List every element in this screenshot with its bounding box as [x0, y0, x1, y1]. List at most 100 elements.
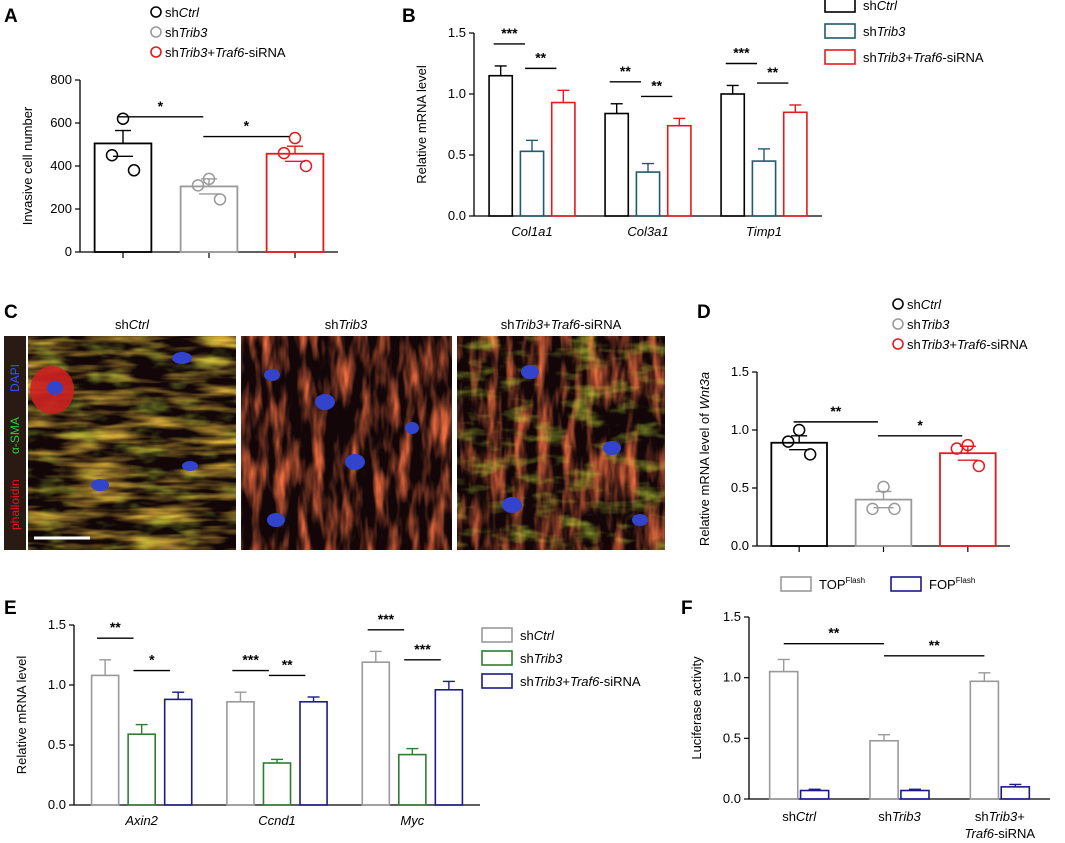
data-point — [213, 193, 227, 206]
y-axis-title: Relative mRNA level — [414, 65, 429, 184]
text-span: Ctrl — [534, 628, 555, 643]
text-span: -siRNA — [994, 826, 1035, 841]
bar — [635, 171, 661, 217]
y-tick-label: 1.5 — [448, 25, 466, 40]
text-span: TOP — [819, 577, 846, 592]
text-span: sh — [520, 651, 534, 666]
x-category-label: Timp1 — [746, 224, 782, 239]
bar — [604, 112, 630, 217]
data-point — [792, 423, 806, 437]
text-span: + — [562, 674, 570, 689]
panel-d-letter: D — [697, 302, 711, 323]
data-point — [277, 146, 291, 160]
y-axis-title: Relative mRNA level — [14, 656, 29, 775]
panel-c-micrographs: phalloidin α-SMA DAPI — [4, 317, 665, 550]
bar — [127, 733, 156, 806]
text-span: Traf6 — [215, 45, 245, 60]
y-tick-label: 1.0 — [448, 86, 466, 101]
text-span: -siRNA — [599, 674, 640, 689]
y-tick-label: 600 — [50, 115, 72, 130]
text-span: sh — [907, 337, 921, 352]
legend-label: shTrib3+Traf6-siRNA — [863, 50, 984, 65]
x-category-label: Col1a1 — [511, 224, 552, 239]
y-tick-label: 0.0 — [48, 797, 66, 812]
legend-label: shCtrl — [863, 0, 898, 13]
x-category-label: Col3a1 — [627, 224, 668, 239]
text-span: + — [905, 50, 913, 65]
panel-f-letter: F — [681, 598, 693, 619]
text-span: Invasive cell number — [20, 106, 35, 225]
legend-label: shCtrl — [520, 628, 555, 643]
legend-label: shTrib3 — [520, 651, 563, 666]
stain-label-asma: α-SMA — [8, 417, 22, 454]
y-axis-title: Luciferase activity — [689, 656, 704, 760]
text-span: Ctrl — [877, 0, 898, 13]
legend-marker — [150, 6, 162, 18]
y-axis-title: Relative mRNA level of Wnt3a — [697, 372, 712, 546]
y-tick-label: 1.5 — [723, 609, 741, 624]
legend-marker — [892, 338, 904, 350]
legend-label: FOPFlash — [929, 576, 975, 592]
text-span: Traf6 — [965, 826, 995, 841]
micrograph-title-shtrib3-traf6: shTrib3+Traf6-siRNA — [501, 317, 622, 332]
bar — [799, 789, 830, 800]
micrograph-title-shctrl: shCtrl — [115, 317, 150, 332]
legend-label: shTrib3+Traf6-siRNA — [520, 674, 641, 689]
bar — [900, 789, 930, 800]
bar — [969, 680, 1000, 800]
legend-marker — [824, 23, 856, 39]
x-category-label: shCtrl — [782, 809, 817, 824]
legend-marker — [892, 298, 904, 310]
data-point — [866, 502, 879, 516]
data-point — [781, 435, 795, 448]
legend-label: shCtrl — [165, 5, 200, 20]
y-tick-label: 0.5 — [48, 737, 66, 752]
bar — [90, 674, 120, 806]
text-span: Trib3 — [534, 651, 563, 666]
micrograph-title-shtrib3: shTrib3 — [325, 317, 368, 332]
legend-marker — [824, 49, 856, 65]
bar — [550, 101, 576, 217]
text-span: sh — [520, 628, 534, 643]
text-span: Trib3 — [892, 809, 921, 824]
text-span: sh — [165, 5, 179, 20]
y-tick-label: 1.0 — [723, 670, 741, 685]
significance-label: ** — [651, 77, 662, 93]
data-point — [950, 442, 964, 455]
bar — [265, 152, 325, 253]
legend-marker — [890, 576, 922, 592]
text-span: sh — [878, 809, 892, 824]
legend-marker — [780, 576, 812, 592]
text-span: FOP — [929, 577, 956, 592]
stain-label-strip — [4, 336, 26, 550]
text-span: Flash — [956, 576, 976, 585]
legend-label: TOPFlash — [819, 576, 865, 592]
data-point — [803, 448, 817, 461]
y-tick-label: 1.0 — [731, 422, 749, 437]
text-span: sh — [863, 24, 877, 39]
y-tick-label: 800 — [50, 72, 72, 87]
text-span: Trib3 — [179, 25, 208, 40]
x-category-label: shTrib3 — [878, 809, 921, 824]
significance-label: * — [149, 652, 155, 668]
y-tick-label: 0.5 — [731, 480, 749, 495]
significance-label: ** — [830, 403, 841, 419]
legend-marker — [150, 46, 162, 58]
data-point — [299, 159, 313, 173]
text-span: sh — [863, 50, 877, 65]
text-span: Traf6 — [913, 50, 943, 65]
bar — [434, 688, 464, 806]
y-tick-label: 1.0 — [48, 677, 66, 692]
text-span: Traf6 — [570, 674, 600, 689]
text-span: Trib3 — [877, 24, 906, 39]
text-span: Trib3 — [179, 45, 208, 60]
data-point — [127, 164, 141, 177]
bar — [720, 93, 746, 217]
bar — [1000, 786, 1031, 800]
legend-marker — [892, 318, 904, 330]
text-span: -siRNA — [942, 50, 983, 65]
y-tick-label: 0.0 — [723, 791, 741, 806]
bar — [262, 762, 292, 806]
